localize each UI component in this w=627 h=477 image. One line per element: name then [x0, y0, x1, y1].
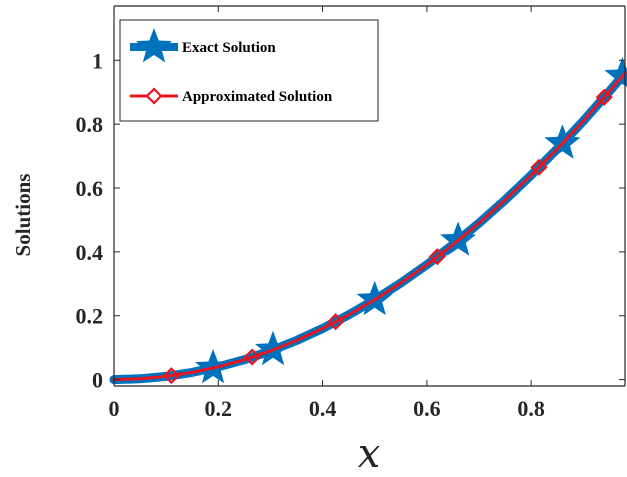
legend-label-approximated: Approximated Solution [182, 89, 333, 105]
exact-star-marker [604, 57, 627, 92]
x-tick-label: 0.6 [413, 396, 441, 421]
legend-diamond-icon [145, 87, 163, 105]
exact-star-marker [255, 330, 292, 366]
series-layer [109, 57, 627, 385]
y-tick-label: 0 [92, 368, 103, 393]
approximated-diamond-marker [530, 158, 548, 176]
approximated-diamond-marker [327, 313, 345, 331]
exact-star-marker [356, 280, 393, 316]
legend-star-icon [135, 28, 173, 63]
legend: Exact Solution Approximated Solution [119, 19, 379, 122]
approximated-diamond-marker [595, 88, 613, 106]
y-tick-label: 0.6 [76, 176, 104, 201]
legend-label-exact: Exact Solution [182, 40, 276, 56]
axes-layer [113, 5, 626, 387]
x-tick-label: 0.8 [517, 396, 545, 421]
y-axis-label: Solutions [11, 174, 35, 257]
approximated-diamond-marker [243, 348, 261, 366]
approximated-diamond-marker [162, 367, 180, 385]
x-tick-label: 0.2 [205, 396, 233, 421]
x-tick-label: 0 [109, 396, 120, 421]
tick-layer: 0 0.2 0.4 0.6 0.8 0 0.2 0.4 0.6 0.8 1 [76, 6, 625, 421]
series-line-approximated [112, 71, 627, 382]
exact-star-marker [195, 349, 232, 384]
y-tick-label: 0.8 [76, 112, 104, 137]
legend-entry-exact: Exact Solution [130, 28, 276, 63]
x-tick-label: 0.4 [309, 396, 337, 421]
legend-box [119, 19, 379, 122]
x-axis-label: x [358, 431, 381, 477]
y-tick-label: 0.2 [76, 304, 104, 329]
y-tick-label: 1 [92, 48, 103, 73]
y-tick-label: 0.4 [76, 240, 104, 265]
legend-entry-approximated: Approximated Solution [130, 87, 333, 105]
approximated-diamond-marker [428, 248, 446, 266]
